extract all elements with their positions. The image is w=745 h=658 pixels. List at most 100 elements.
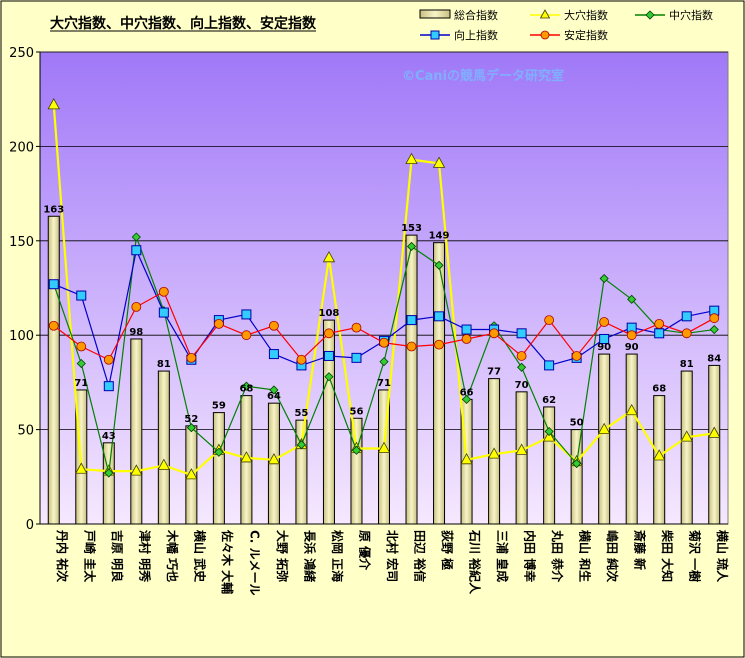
circle-point (379, 337, 389, 348)
square-point (131, 245, 142, 256)
data-label: 52 (184, 414, 198, 425)
diamond-point (296, 440, 307, 450)
x-tick-label: 三浦 皇成 (495, 530, 510, 582)
x-tick-label: 北村 宏司 (385, 530, 400, 582)
data-label: 71 (74, 378, 88, 389)
circle-point (654, 318, 665, 329)
legend-marker (645, 10, 655, 20)
legend-swatch (419, 9, 451, 19)
triangle-point (185, 468, 198, 480)
circle-point (599, 317, 610, 327)
data-label: 55 (294, 408, 308, 419)
bar (543, 406, 556, 525)
circle-point (351, 322, 362, 333)
legend-marker (430, 30, 440, 40)
triangle-point (460, 452, 473, 465)
bar (570, 429, 583, 525)
data-label: 90 (625, 342, 639, 353)
bar (130, 338, 143, 525)
circle-point (516, 351, 527, 361)
bar (212, 412, 225, 525)
diamond-point (324, 372, 334, 382)
data-label: 108 (319, 308, 340, 319)
data-label: 98 (129, 327, 143, 338)
triangle-point (708, 426, 721, 438)
y-tick-label: 250 (9, 46, 34, 61)
data-label: 81 (680, 359, 694, 370)
triangle-point (625, 403, 638, 416)
legend-label: 総合指数 (454, 8, 498, 22)
x-tick-label: 津村 明秀 (137, 530, 152, 583)
diamond-point (544, 426, 554, 437)
y-tick-label: 200 (9, 140, 34, 155)
triangle-point (542, 430, 556, 442)
triangle-point (680, 430, 693, 442)
legend-label: 安定指数 (564, 28, 608, 42)
triangle-point (377, 441, 391, 453)
circle-point (186, 352, 197, 363)
bar (322, 319, 335, 525)
x-tick-label: 柴田 大知 (660, 529, 675, 582)
bar (47, 215, 60, 525)
square-point (599, 333, 610, 344)
chart-title: 大穴指数、中穴指数、向上指数、安定指数 (50, 15, 317, 32)
diamond-point (214, 447, 224, 457)
x-tick-label: 長浜 鴻緒 (302, 530, 317, 582)
x-tick-label: 大野 拓弥 (275, 530, 290, 582)
triangle-point (267, 452, 281, 465)
triangle-point (487, 447, 501, 459)
circle-point (296, 354, 307, 365)
circle-point (131, 301, 142, 312)
x-tick-label: 斎藤 新 (633, 530, 648, 570)
x-tick-label: C. ルメール (247, 530, 261, 596)
square-point (351, 352, 362, 363)
triangle-point (432, 156, 446, 168)
legend-marker (539, 9, 551, 19)
diamond-point (709, 324, 719, 335)
x-tick-label: 嶋田 純次 (605, 530, 620, 582)
legend-marker (540, 30, 550, 40)
diamond-point (269, 385, 279, 395)
square-point (654, 328, 665, 339)
legend-label: 中穴指数 (669, 8, 713, 22)
bar (680, 370, 693, 525)
data-label: 163 (43, 204, 64, 215)
data-label: 149 (429, 231, 450, 242)
x-tick-label: 石川 裕紀人 (468, 529, 483, 595)
triangle-point (597, 422, 611, 435)
diamond-point (517, 362, 527, 372)
bar (625, 353, 638, 525)
x-tick-label: 佐々木 大輔 (220, 529, 235, 594)
bar (157, 370, 170, 525)
x-tick-label: 吉原 明良 (110, 530, 125, 582)
data-label: 50 (570, 418, 584, 429)
triangle-point (75, 462, 88, 474)
circle-point (103, 354, 114, 365)
circle-point (626, 330, 637, 341)
data-label: 70 (515, 380, 529, 391)
x-tick-label: 丸田 恭介 (550, 529, 565, 583)
triangle-point (130, 464, 143, 476)
watermark: ©Caniの競馬データ研究室 (402, 68, 564, 84)
data-label: 90 (597, 342, 611, 353)
diamond-point (599, 273, 609, 284)
triangle-point (322, 250, 336, 263)
diamond-point (379, 357, 389, 367)
triangle-point (653, 449, 666, 461)
triangle-point (515, 443, 528, 455)
data-label: 59 (212, 401, 226, 412)
x-tick-label: 木幡 巧也 (165, 529, 180, 582)
square-point (268, 349, 279, 360)
diamond-point (241, 381, 251, 391)
x-tick-label: 丹内 祐次 (55, 530, 70, 582)
circle-point (544, 315, 555, 325)
data-label: 66 (460, 387, 474, 398)
data-label: 43 (102, 431, 116, 442)
diamond-point (434, 260, 444, 270)
circle-point (324, 328, 334, 339)
square-point (516, 328, 527, 339)
circle-point (571, 351, 582, 361)
circle-point (269, 320, 279, 331)
